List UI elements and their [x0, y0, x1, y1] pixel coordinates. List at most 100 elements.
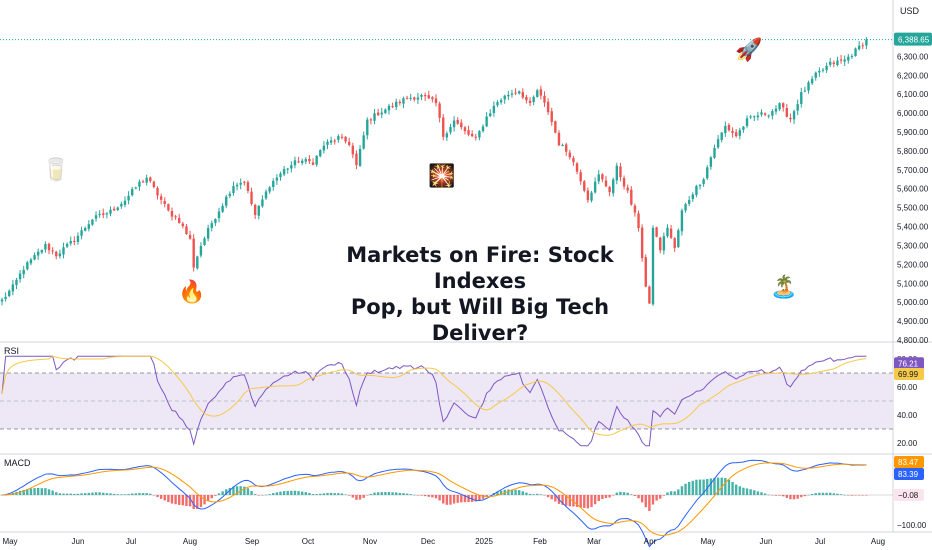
- macd-histogram-bar: [438, 495, 441, 501]
- macd-histogram-bar: [575, 495, 579, 507]
- rsi-tick-label: 40.00: [897, 411, 918, 420]
- headline: Markets on Fire: Stock Indexes Pop, but …: [300, 242, 660, 346]
- candle: [771, 111, 774, 116]
- time-axis-label: Jul: [126, 537, 136, 546]
- candle: [738, 130, 741, 136]
- macd-histogram-bar: [131, 493, 134, 495]
- macd-histogram-bar: [662, 495, 666, 496]
- signal-value-label: 83.39: [898, 470, 919, 479]
- macd-histogram-bar: [366, 495, 369, 496]
- candle: [80, 230, 83, 236]
- price-tick-label: 6,100.00: [897, 90, 929, 99]
- macd-histogram-bar: [456, 495, 459, 503]
- candle: [857, 45, 861, 50]
- candle: [268, 187, 271, 192]
- macd-histogram-bar: [608, 495, 611, 498]
- macd-histogram-bar: [583, 495, 586, 508]
- candle: [344, 136, 347, 142]
- rsi-pane-label: RSI: [4, 346, 20, 356]
- time-axis-label: Jul: [815, 537, 825, 546]
- macd-histogram-bar: [149, 493, 152, 495]
- macd-histogram-bar: [821, 492, 825, 495]
- candle: [239, 182, 242, 185]
- last-price-label: 6,388.65: [898, 36, 930, 45]
- macd-histogram-bar: [771, 495, 774, 496]
- macd-histogram-bar: [344, 494, 347, 495]
- candle: [91, 219, 94, 225]
- macd-histogram-bar: [225, 489, 228, 495]
- candle: [839, 59, 843, 61]
- candle: [279, 173, 282, 178]
- candle: [604, 180, 608, 187]
- macd-histogram-bar: [673, 491, 676, 495]
- macd-histogram-bar: [445, 495, 449, 505]
- macd-histogram-bar: [814, 493, 817, 495]
- candle: [536, 90, 539, 97]
- candle: [94, 215, 98, 219]
- macd-histogram-bar: [102, 492, 105, 495]
- time-axis-label: Aug: [183, 537, 197, 546]
- candle: [550, 111, 553, 123]
- candle: [87, 224, 90, 229]
- macd-histogram-bar: [275, 492, 279, 495]
- macd-histogram-bar: [109, 493, 112, 495]
- macd-histogram-bar: [47, 489, 51, 495]
- candle: [225, 196, 228, 206]
- macd-histogram-bar: [192, 495, 195, 510]
- candle: [15, 279, 18, 285]
- macd-histogram-bar: [706, 478, 709, 495]
- macd-histogram-bar: [666, 492, 669, 495]
- signal-line: [1, 462, 867, 537]
- macd-histogram-bar: [170, 495, 174, 504]
- macd-histogram-bar: [659, 495, 662, 499]
- candle: [243, 181, 246, 183]
- macd-histogram-bar: [80, 493, 83, 495]
- macd-histogram-bar: [796, 495, 799, 499]
- macd-histogram-bar: [395, 492, 398, 495]
- candle: [583, 181, 586, 191]
- price-tick-label: 5,100.00: [897, 279, 929, 288]
- macd-histogram-bar: [590, 495, 593, 508]
- macd-histogram-bar: [308, 492, 311, 495]
- candle: [695, 186, 698, 195]
- candle: [434, 98, 438, 104]
- candle: [73, 241, 76, 243]
- candle: [593, 181, 597, 193]
- macd-histogram-bar: [528, 493, 532, 495]
- macd-histogram-bar: [691, 480, 694, 495]
- candle: [329, 140, 333, 143]
- macd-histogram-bar: [221, 491, 224, 495]
- candle: [156, 187, 159, 196]
- macd-histogram-bar: [329, 492, 333, 495]
- macd-histogram-bar: [496, 491, 499, 495]
- candle: [409, 97, 412, 99]
- macd-histogram-bar: [91, 492, 94, 495]
- macd-histogram-bar: [572, 495, 575, 507]
- macd-histogram-bar: [792, 495, 796, 500]
- candle: [546, 101, 550, 113]
- candle: [597, 174, 600, 182]
- macd-histogram-bar: [655, 495, 658, 501]
- macd-histogram-bar: [304, 492, 307, 495]
- candle: [44, 243, 47, 250]
- macd-histogram-bar: [536, 493, 539, 495]
- candle: [264, 191, 268, 199]
- macd-histogram-bar: [554, 495, 557, 502]
- macd-histogram-bar: [0, 495, 4, 496]
- candle: [792, 111, 796, 120]
- candle: [445, 133, 449, 138]
- currency-label: USD: [900, 6, 920, 16]
- candle: [167, 204, 170, 211]
- macd-histogram-bar: [640, 495, 644, 503]
- candle: [138, 181, 141, 187]
- candle: [452, 120, 456, 128]
- macd-histogram-bar: [261, 495, 264, 496]
- candle: [756, 115, 760, 118]
- macd-histogram-bar: [782, 495, 785, 497]
- candle: [311, 162, 315, 165]
- macd-histogram-bar: [561, 495, 564, 505]
- candle: [228, 193, 232, 196]
- candle: [300, 160, 304, 164]
- macd-histogram-bar: [311, 494, 315, 495]
